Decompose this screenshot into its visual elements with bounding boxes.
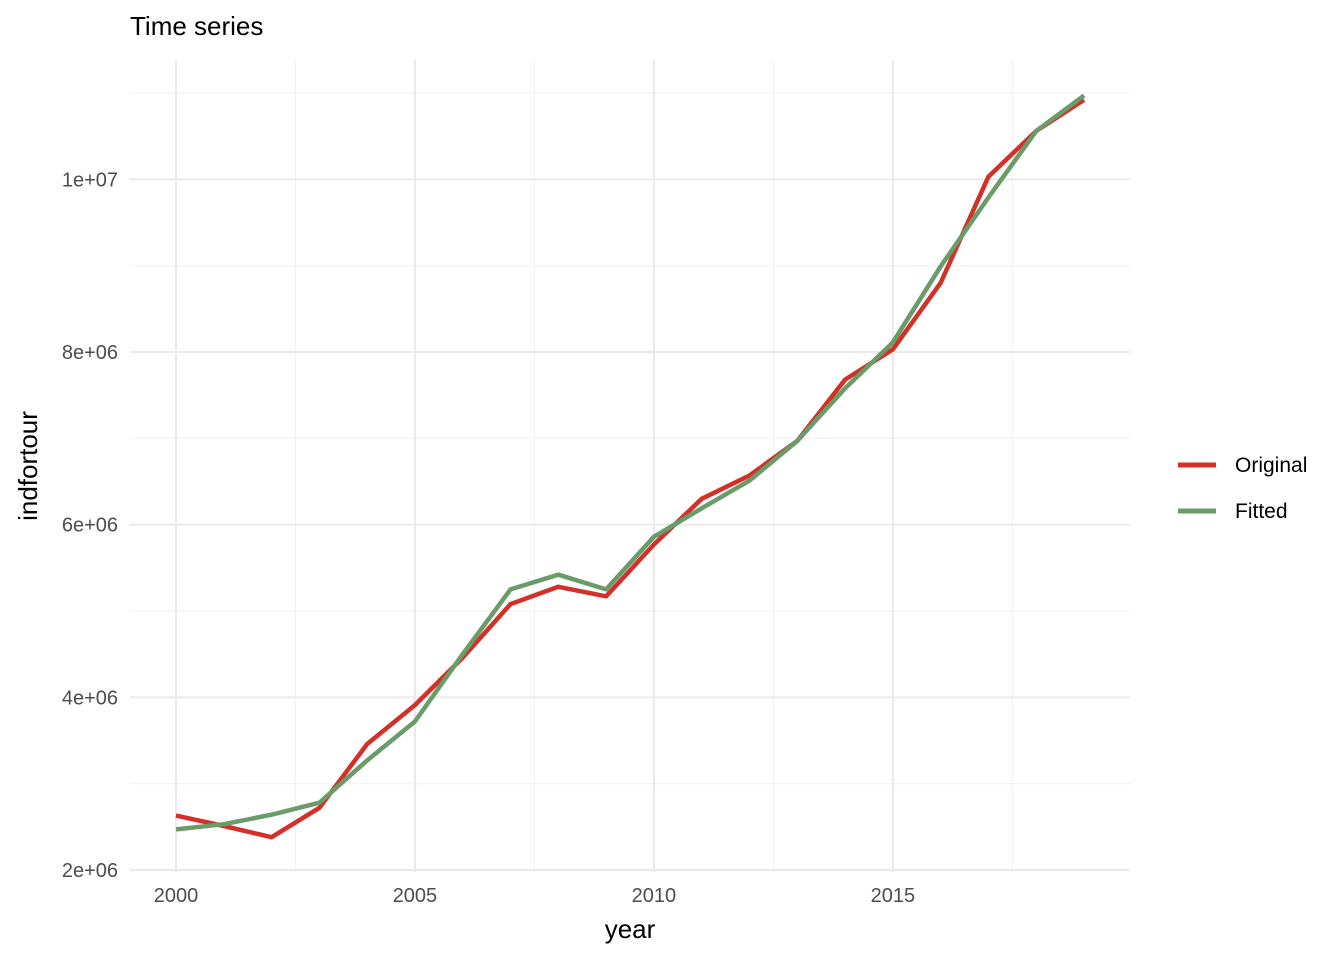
x-tick-label: 2015: [871, 885, 916, 907]
y-tick-label: 2e+06: [62, 860, 118, 882]
legend-label-original: Original: [1235, 454, 1307, 477]
y-tick-label: 6e+06: [62, 515, 118, 537]
x-tick-label: 2000: [154, 885, 199, 907]
y-axis-title: indfortour: [13, 411, 43, 521]
x-tick-label: 2005: [393, 885, 438, 907]
chart-title: Time series: [130, 11, 263, 41]
series-line-fitted: [175, 93, 1086, 832]
y-tick-label: 8e+06: [62, 342, 118, 364]
series-line-original: [175, 98, 1086, 840]
series-layer: [175, 93, 1086, 840]
y-tick-label: 1e+07: [62, 169, 118, 191]
legend: Original Fitted: [1178, 454, 1307, 523]
x-axis-title: year: [605, 914, 656, 944]
legend-label-fitted: Fitted: [1235, 500, 1288, 523]
x-tick-label: 2010: [632, 885, 677, 907]
grid-major: [130, 60, 1130, 872]
y-tick-label: 4e+06: [62, 687, 118, 709]
grid-minor: [130, 60, 1130, 872]
y-axis-tick-labels: 2e+06 4e+06 6e+06 8e+06 1e+07: [62, 169, 118, 882]
x-axis-tick-labels: 2000 2005 2010 2015: [154, 885, 915, 907]
